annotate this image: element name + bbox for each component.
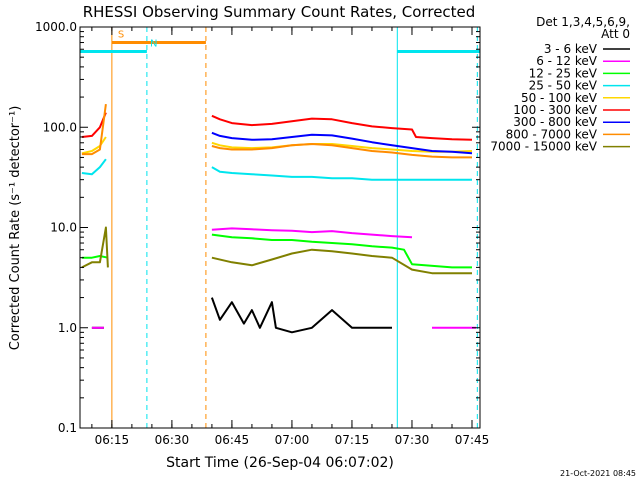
annotation-s: S xyxy=(118,30,124,41)
legend-label-800-7000-kev: 800 - 7000 keV xyxy=(506,127,598,141)
legend-label-50-100-kev: 50 - 100 keV xyxy=(521,91,598,105)
chart-title: RHESSI Observing Summary Count Rates, Co… xyxy=(83,3,476,21)
legend-header-line-1: Det 1,3,4,5,6,9, xyxy=(536,15,630,29)
legend-label-300-800-kev: 300 - 800 keV xyxy=(513,115,597,129)
legend-label-25-50-kev: 25 - 50 keV xyxy=(529,79,598,93)
y-tick-label: 100.0 xyxy=(43,120,77,134)
y-tick-label: 10.0 xyxy=(50,221,77,235)
plot-frame xyxy=(79,26,481,429)
legend-label-7000-15000-kev: 7000 - 15000 keV xyxy=(490,140,597,154)
series-7000-15000-kev-segment-1 xyxy=(211,248,472,275)
x-tick-label: 07:15 xyxy=(335,433,370,447)
y-tick-label: 1000.0 xyxy=(35,20,77,34)
legend-label-6-12-kev: 6 - 12 keV xyxy=(536,54,598,68)
x-tick-label: 07:45 xyxy=(455,433,490,447)
series-12-25-kev-segment-0 xyxy=(81,255,109,259)
series-12-25-kev-segment-1 xyxy=(211,233,472,269)
y-axis-label: Corrected Count Rate (s⁻¹ detector⁻¹) xyxy=(8,106,23,351)
series-25-50-kev-segment-0 xyxy=(81,158,107,176)
series-800-7000-kev-segment-0 xyxy=(81,103,107,156)
y-tick-label: 1.0 xyxy=(58,321,77,335)
x-tick-label: 06:30 xyxy=(155,433,190,447)
series-800-7000-kev-segment-1 xyxy=(211,143,472,159)
series-100-300-kev-segment-1 xyxy=(211,114,473,141)
x-tick-label: 06:45 xyxy=(215,433,250,447)
x-axis-label: Start Time (26-Sep-04 06:07:02) xyxy=(166,455,394,471)
series-50-100-kev-segment-0 xyxy=(81,136,107,155)
legend-label-100-300-kev: 100 - 300 keV xyxy=(513,103,597,117)
y-tick-label: 0.1 xyxy=(58,421,77,435)
x-tick-label: 07:30 xyxy=(395,433,430,447)
legend-label-3-6-kev: 3 - 6 keV xyxy=(544,42,598,56)
series-50-100-kev-segment-1 xyxy=(211,141,473,153)
x-tick-label: 07:00 xyxy=(275,433,310,447)
footer-date: 21-Oct-2021 08:45 xyxy=(560,469,636,478)
series-3-6-kev-segment-1 xyxy=(210,297,392,334)
series-7000-15000-kev-segment-0 xyxy=(81,226,109,269)
annotation-n: N xyxy=(150,38,157,49)
series-300-800-kev-segment-0 xyxy=(211,131,473,155)
legend-label-12-25-kev: 12 - 25 keV xyxy=(529,66,598,80)
x-tick-label: 06:15 xyxy=(95,433,130,447)
series-6-12-kev-segment-1 xyxy=(211,227,413,239)
legend-header-line-2: Att 0 xyxy=(601,27,630,41)
series-25-50-kev-segment-1 xyxy=(211,166,472,181)
